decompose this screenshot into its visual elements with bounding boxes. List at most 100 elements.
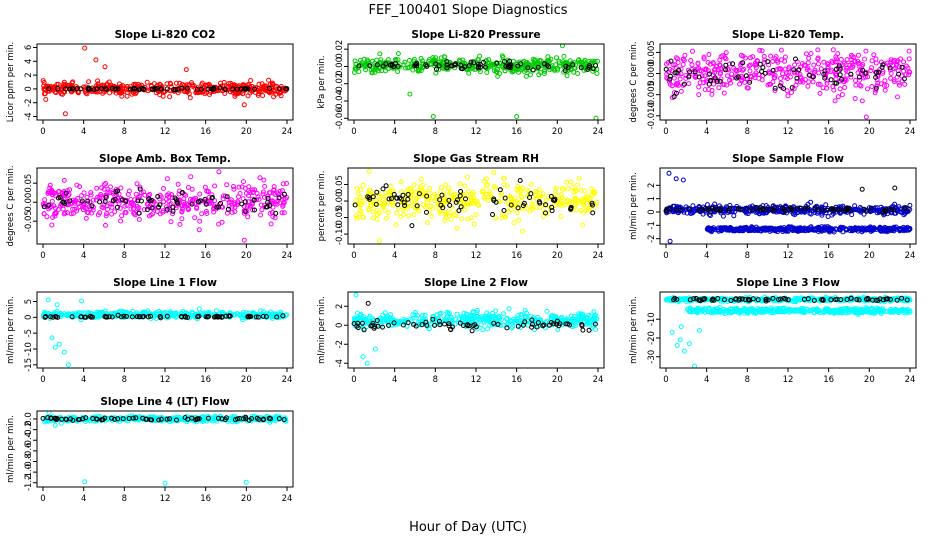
data-point xyxy=(531,57,537,63)
x-tick-label: 4 xyxy=(392,127,397,137)
panel-title: Slope Line 2 Flow xyxy=(424,277,528,289)
data-point xyxy=(386,322,392,328)
data-point xyxy=(250,187,256,193)
y-tick-label: -2 xyxy=(647,234,657,242)
data-point xyxy=(470,323,476,328)
data-point xyxy=(771,207,777,213)
data-point xyxy=(828,69,834,75)
data-point xyxy=(463,196,468,202)
data-point xyxy=(284,195,290,200)
data-point xyxy=(564,73,570,79)
data-point xyxy=(427,190,433,196)
data-point xyxy=(360,182,366,188)
x-tick-label: 24 xyxy=(593,375,604,385)
data-point xyxy=(262,183,268,189)
data-point xyxy=(561,53,567,59)
data-point xyxy=(856,74,862,80)
data-point xyxy=(806,227,812,233)
y-tick-label: 0.00 xyxy=(24,193,34,212)
y-axis-label: degrees C per min. xyxy=(629,41,639,122)
data-point xyxy=(364,360,370,366)
data-point xyxy=(159,86,164,92)
data-point xyxy=(164,206,170,212)
data-point xyxy=(785,93,791,99)
points-group xyxy=(351,44,600,120)
data-point xyxy=(167,94,173,100)
data-point xyxy=(530,56,536,62)
data-point xyxy=(487,189,493,194)
x-tick-label: 8 xyxy=(122,251,127,261)
data-point xyxy=(816,61,821,67)
data-point xyxy=(704,207,710,212)
data-point xyxy=(409,203,415,209)
data-point xyxy=(105,189,111,195)
data-point xyxy=(843,77,849,83)
data-point xyxy=(553,185,559,191)
data-point xyxy=(768,53,774,59)
data-point xyxy=(247,204,253,210)
data-point xyxy=(454,311,460,317)
data-point xyxy=(400,322,406,328)
data-point xyxy=(454,225,460,231)
data-point xyxy=(501,182,507,187)
data-point xyxy=(491,170,497,175)
y-tick-label: 1 xyxy=(647,196,657,201)
data-point xyxy=(380,324,385,330)
data-point xyxy=(430,314,436,320)
data-point xyxy=(186,206,192,212)
data-point xyxy=(680,62,686,67)
data-point xyxy=(391,191,397,197)
data-point xyxy=(235,199,241,205)
data-point xyxy=(258,212,264,218)
data-point xyxy=(535,320,541,326)
points-group xyxy=(40,169,290,243)
data-point xyxy=(276,195,282,201)
data-point xyxy=(848,74,854,80)
data-point xyxy=(426,326,432,332)
data-point xyxy=(837,66,843,72)
data-point xyxy=(480,316,486,321)
data-point xyxy=(366,168,372,174)
data-point xyxy=(178,314,184,319)
data-point xyxy=(114,204,120,210)
data-point xyxy=(552,196,558,202)
data-point xyxy=(258,202,264,208)
y-tick-label: 0.005 xyxy=(647,40,657,64)
x-tick-label: 0 xyxy=(663,127,668,137)
data-point xyxy=(398,179,404,185)
y-axis-label: Licor ppm per min. xyxy=(6,42,16,123)
data-point xyxy=(81,204,87,210)
data-point xyxy=(750,54,756,60)
data-point xyxy=(723,67,728,73)
data-point xyxy=(570,62,576,68)
y-tick-label: -10 xyxy=(24,342,34,356)
data-point xyxy=(129,314,135,320)
data-point xyxy=(424,63,430,69)
data-point xyxy=(882,209,888,215)
data-point xyxy=(784,88,790,94)
data-point xyxy=(63,190,69,196)
data-point xyxy=(536,199,542,205)
data-point xyxy=(819,207,825,213)
data-point xyxy=(673,55,679,61)
data-point xyxy=(487,314,493,320)
data-point xyxy=(256,196,262,202)
data-point xyxy=(800,79,806,85)
data-point xyxy=(368,188,374,194)
data-point xyxy=(48,314,54,320)
data-point xyxy=(407,57,412,63)
y-tick-label: -0.04 xyxy=(335,90,345,112)
data-point xyxy=(574,207,580,213)
data-point xyxy=(559,195,565,200)
data-point xyxy=(797,71,803,77)
data-point xyxy=(55,86,61,92)
data-point xyxy=(772,75,778,81)
data-point xyxy=(407,91,413,97)
data-point xyxy=(442,217,448,223)
data-point xyxy=(667,76,673,82)
data-point xyxy=(434,312,440,318)
data-point xyxy=(152,86,158,92)
data-point xyxy=(42,197,48,203)
data-point xyxy=(749,207,755,213)
